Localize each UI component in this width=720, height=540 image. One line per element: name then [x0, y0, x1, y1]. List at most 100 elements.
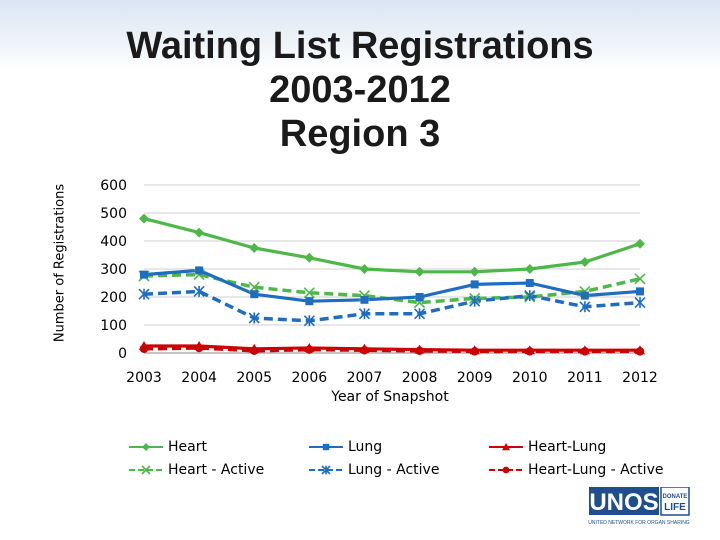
unos-logo: UNOS DONATE LIFE UNITED NETWORK FOR ORGA…: [585, 486, 695, 527]
logo-badge: [660, 486, 690, 516]
data-point-heart-lung-active: [249, 346, 259, 356]
logo-badge-top-text: DONATE: [663, 494, 688, 500]
data-point-heart-lung-active: [635, 347, 645, 356]
data-point-heart: [249, 243, 260, 253]
data-point-lung: [580, 291, 589, 300]
series-line-lung-active: [143, 289, 641, 323]
chart-title: Waiting List Registrations 2003-2012 Reg…: [40, 24, 680, 156]
data-point-lung-active: [634, 297, 646, 309]
legend-item-heart-lung: Heart-Lung: [488, 435, 606, 459]
data-point-lung-active: [524, 290, 536, 302]
series-line-lung: [143, 268, 641, 303]
x-tick-label: 2011: [567, 370, 603, 386]
data-point-lung: [525, 279, 534, 287]
x-tick-label: 2012: [622, 370, 658, 386]
x-tick-label: 2008: [402, 370, 438, 386]
data-point-heart-lung-active: [305, 345, 314, 354]
legend-marker: [502, 466, 510, 474]
x-tick-label: 2009: [457, 370, 493, 386]
legend-item-heart-active: Heart - Active: [128, 458, 264, 482]
data-point-heart: [359, 264, 370, 274]
y-tick-label: 200: [100, 290, 127, 306]
data-point-lung: [250, 290, 259, 299]
data-point-lung: [195, 266, 204, 275]
x-tick-label: 2007: [347, 370, 383, 386]
y-tick-label: 100: [100, 318, 127, 334]
y-tick-label: 500: [100, 206, 127, 222]
legend-item-heart-lung-active: Heart-Lung - Active: [488, 458, 663, 482]
legend-label: Heart: [168, 439, 207, 455]
data-point-lung-active: [413, 308, 426, 320]
data-point-heart: [139, 213, 149, 224]
x-tick-label: 2004: [181, 370, 217, 386]
y-tick-label: 300: [100, 262, 127, 278]
data-point-heart: [194, 227, 205, 238]
legend-marker: [322, 443, 330, 451]
data-point-lung-active: [303, 315, 315, 327]
logo-background: [589, 487, 659, 515]
data-point-heart: [635, 238, 645, 249]
data-point-heart-active: [303, 287, 315, 299]
data-point-heart: [524, 264, 535, 274]
data-point-heart-lung-active: [194, 343, 204, 353]
legend-item-lung-active: Lung - Active: [308, 458, 439, 482]
legend-marker: [321, 465, 331, 475]
data-point-heart-lung-active: [525, 347, 535, 356]
legend-label: Heart-Lung - Active: [528, 462, 664, 478]
data-point-heart-lung-active: [415, 346, 424, 356]
data-point-lung-active: [193, 285, 205, 297]
title-line-1: Waiting List Registrations: [126, 25, 594, 67]
y-tick-label: 400: [100, 234, 127, 250]
legend-swatch: [489, 443, 523, 451]
data-point-heart: [304, 252, 315, 263]
legend-label: Heart-Lung: [528, 439, 607, 455]
series-line-heart-lung-active: [143, 346, 640, 354]
data-point-heart-lung-active: [139, 344, 149, 354]
series-line-heart: [143, 217, 641, 274]
title-line-3: Region 3: [279, 113, 441, 155]
legend-marker: [142, 443, 150, 451]
data-point-lung-active: [248, 312, 260, 324]
legend-swatch: [129, 443, 163, 451]
data-point-heart-lung-active: [360, 345, 369, 355]
x-tick-label: 2006: [292, 370, 328, 386]
logo-text: UNOS: [589, 489, 658, 516]
y-tick-label: 0: [118, 346, 127, 362]
header-background: [0, 0, 720, 70]
logo-tagline: UNITED NETWORK FOR ORGAN SHARING: [588, 520, 690, 526]
data-point-heart-lung-active: [580, 347, 590, 356]
data-point-lung-active: [579, 301, 591, 313]
title-line-2: 2003-2012: [269, 69, 451, 111]
data-point-lung-active: [358, 308, 371, 320]
legend-item-heart: Heart: [128, 435, 207, 459]
legend-marker: [502, 443, 510, 451]
legend-swatch: [309, 465, 343, 475]
data-point-lung: [415, 293, 424, 301]
legend-label: Heart - Active: [168, 462, 265, 478]
data-point-heart: [469, 266, 480, 277]
data-point-lung-active: [138, 288, 150, 300]
logo-badge-bottom-text: LIFE: [664, 502, 686, 513]
legend-swatch: [309, 443, 343, 451]
x-tick-label: 2005: [236, 370, 272, 386]
x-axis-label: Year of Snapshot: [331, 389, 449, 405]
legend-swatch: [489, 466, 523, 474]
data-point-heart: [414, 266, 425, 277]
legend-swatch: [129, 465, 163, 475]
legend-marker: [141, 465, 151, 475]
data-point-lung: [305, 297, 314, 306]
x-tick-label: 2003: [126, 370, 162, 386]
data-point-lung: [636, 287, 644, 296]
data-point-lung: [140, 270, 148, 279]
data-point-heart-lung-active: [470, 347, 479, 356]
data-point-heart-active: [634, 273, 646, 285]
data-point-lung: [470, 280, 479, 289]
legend-label: Lung: [348, 439, 383, 455]
data-point-heart: [579, 257, 590, 267]
data-point-lung-active: [469, 295, 481, 307]
y-tick-label: 600: [100, 178, 127, 194]
legend-item-lung: Lung: [308, 435, 382, 459]
data-point-lung: [360, 295, 369, 304]
x-tick-label: 2010: [512, 370, 548, 386]
